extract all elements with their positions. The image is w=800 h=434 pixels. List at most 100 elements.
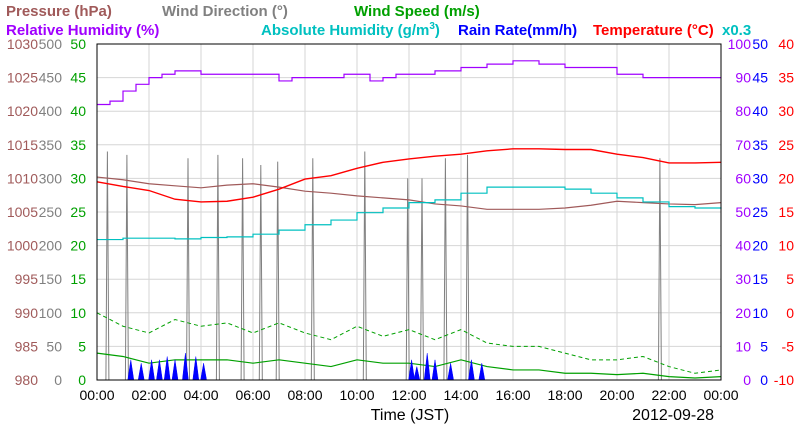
wind-direction-spike xyxy=(105,151,110,381)
x-tick-label: 00:00 xyxy=(703,387,738,403)
wind-direction-spike xyxy=(275,161,280,381)
x-tick-label: 22:00 xyxy=(651,387,686,403)
x-axis-title: Time (JST) xyxy=(371,407,450,424)
tick-label-humidity: 10 xyxy=(735,338,751,354)
right-axes: 1009080706050403020100504540353025201510… xyxy=(728,36,795,388)
tick-label-humidity: 30 xyxy=(735,271,751,287)
tick-label-pressure: 1000 xyxy=(7,238,38,254)
tick-label-pressure: 985 xyxy=(15,338,39,354)
wind-direction-spike xyxy=(310,158,315,381)
plot-frame xyxy=(96,43,722,381)
wind-direction-spike xyxy=(465,154,470,381)
x-tick-label: 06:00 xyxy=(235,387,270,403)
tick-label-humidity: 20 xyxy=(735,305,751,321)
tick-label-humidity: 40 xyxy=(735,238,751,254)
rain-rate-bar xyxy=(413,366,421,381)
tick-label-humidity: 80 xyxy=(735,103,751,119)
tick-label-rain-rate: 0 xyxy=(760,372,768,388)
x-tick-label: 02:00 xyxy=(131,387,166,403)
tick-label-rain-rate: 15 xyxy=(752,271,768,287)
tick-label-wind-speed: 50 xyxy=(70,36,86,52)
tick-label-rain-rate: 10 xyxy=(752,305,768,321)
pressure-line xyxy=(96,176,722,210)
chart-date: 2012-09-28 xyxy=(632,407,714,424)
tick-label-rain-rate: 35 xyxy=(752,137,768,153)
tick-label-temperature: 35 xyxy=(778,70,794,86)
tick-label-wind-direction: 0 xyxy=(54,372,62,388)
tick-label-rain-rate: 40 xyxy=(752,103,768,119)
wind-direction-spike xyxy=(443,158,448,381)
tick-label-temperature: 0 xyxy=(786,305,794,321)
tick-label-wind-direction: 450 xyxy=(39,70,63,86)
tick-label-wind-speed: 10 xyxy=(70,305,86,321)
tick-label-rain-rate: 5 xyxy=(760,338,768,354)
tick-label-pressure: 1025 xyxy=(7,70,38,86)
absolute-humidity-line xyxy=(97,186,722,241)
tick-label-temperature: -5 xyxy=(782,338,795,354)
tick-label-humidity: 60 xyxy=(735,170,751,186)
x-tick-label: 12:00 xyxy=(391,387,426,403)
legend-temperature: Temperature (°C) xyxy=(593,22,714,39)
tick-label-rain-rate: 50 xyxy=(752,36,768,52)
chart-header: Pressure (hPa) Wind Direction (°) Wind S… xyxy=(6,3,751,39)
tick-label-rain-rate: 45 xyxy=(752,70,768,86)
tick-label-wind-direction: 250 xyxy=(39,204,63,220)
tick-label-wind-speed: 40 xyxy=(70,103,86,119)
tick-label-humidity: 50 xyxy=(735,204,751,220)
tick-label-wind-direction: 400 xyxy=(39,103,63,119)
legend-wind-direction: Wind Direction (°) xyxy=(162,3,288,20)
tick-label-wind-speed: 0 xyxy=(78,372,86,388)
tick-label-wind-direction: 150 xyxy=(39,271,63,287)
tick-label-pressure: 1010 xyxy=(7,170,38,186)
tick-label-rain-rate: 25 xyxy=(752,204,768,220)
x-tick-label: 14:00 xyxy=(443,387,478,403)
tick-label-wind-direction: 100 xyxy=(39,305,63,321)
wind-direction-spike xyxy=(258,164,263,381)
tick-label-wind-speed: 35 xyxy=(70,137,86,153)
rain-rate-bar xyxy=(156,359,163,381)
tick-label-wind-speed: 45 xyxy=(70,70,86,86)
tick-label-pressure: 1005 xyxy=(7,204,38,220)
tick-label-temperature: 30 xyxy=(778,103,794,119)
tick-label-wind-direction: 350 xyxy=(39,137,63,153)
x-tick-label: 04:00 xyxy=(183,387,218,403)
x-tick-label: 16:00 xyxy=(495,387,530,403)
wind-direction-spike xyxy=(240,158,245,381)
relative-humidity-line xyxy=(97,60,721,106)
x-tick-label: 20:00 xyxy=(599,387,634,403)
wind-direction-spike xyxy=(420,178,424,381)
rain-rate-bar xyxy=(182,353,189,381)
rain-rate-bar xyxy=(171,359,179,381)
tick-label-wind-speed: 25 xyxy=(70,204,86,220)
tick-label-pressure: 1030 xyxy=(7,36,38,52)
tick-label-pressure: 980 xyxy=(15,372,39,388)
tick-label-temperature: 40 xyxy=(778,36,794,52)
tick-label-temperature: 15 xyxy=(778,204,794,220)
rain-rate-bar xyxy=(137,363,145,381)
tick-label-humidity: 0 xyxy=(743,372,751,388)
tick-label-rain-rate: 20 xyxy=(752,238,768,254)
tick-label-wind-speed: 30 xyxy=(70,170,86,186)
tick-label-wind-speed: 15 xyxy=(70,271,86,287)
tick-label-humidity: 100 xyxy=(728,36,752,52)
tick-label-wind-direction: 200 xyxy=(39,238,63,254)
x-tick-label: 18:00 xyxy=(547,387,582,403)
rain-rate-bar xyxy=(431,359,439,381)
wind-direction-spike xyxy=(186,158,190,381)
x-tick-label: 08:00 xyxy=(287,387,322,403)
legend-pressure: Pressure (hPa) xyxy=(6,3,112,20)
tick-label-pressure: 1015 xyxy=(7,137,38,153)
tick-label-wind-direction: 50 xyxy=(46,338,62,354)
left-axes: 1030102510201015101010051000995990985980… xyxy=(7,36,86,388)
x-tick-label: 00:00 xyxy=(79,387,114,403)
tick-label-temperature: 20 xyxy=(778,170,794,186)
wind-direction-spike xyxy=(657,158,662,381)
wind-direction-spike xyxy=(215,154,220,381)
x-axis: 00:00 02:00 04:00 06:00 08:00 10:00 12:00 14:00… xyxy=(79,387,738,403)
tick-label-pressure: 995 xyxy=(15,271,39,287)
legend-wind-speed: Wind Speed (m/s) xyxy=(354,3,480,20)
x-tick-label: 10:00 xyxy=(339,387,374,403)
wind-direction-spike xyxy=(124,154,129,381)
tick-label-humidity: 70 xyxy=(735,137,751,153)
plot-grid xyxy=(97,44,721,380)
